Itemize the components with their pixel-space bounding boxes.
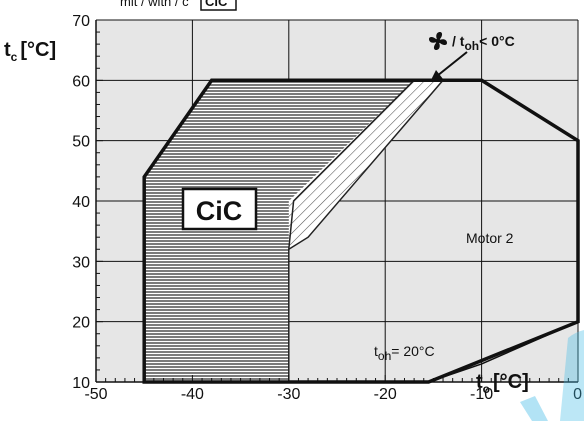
motor2-envelope xyxy=(142,78,580,384)
y-axis-label: tc [°C] xyxy=(4,39,56,64)
fan-annotation-arrow xyxy=(430,51,468,82)
y-axis-label-unit: [°C] xyxy=(20,39,56,61)
top-note: mit / with / c xyxy=(120,0,189,9)
x-axis-label: to [°C] xyxy=(476,371,529,396)
top-note-badge: CiC xyxy=(205,0,228,9)
cic-label: CiC xyxy=(196,196,243,226)
y-tick-label-4: 50 xyxy=(72,134,90,151)
cic-inner-boundary xyxy=(288,79,415,382)
toh20-boundary xyxy=(428,321,579,383)
y-tick-labels: 10 20 30 40 50 60 70 xyxy=(72,13,90,392)
fan-icon xyxy=(429,32,447,50)
fan-annotation-sub: oh xyxy=(464,39,479,53)
fan-region xyxy=(288,80,443,250)
x-tick-label-1: -40 xyxy=(181,386,204,403)
x-tick-label-3: -20 xyxy=(374,386,397,403)
toh20-label-rest: = 20°C xyxy=(391,343,434,359)
x-axis-label-unit: [°C] xyxy=(493,371,529,393)
y-tick-label-2: 30 xyxy=(72,254,90,271)
y-axis-label-sub: c xyxy=(11,50,18,64)
cic-region xyxy=(144,80,415,383)
x-axis-label-sub: o xyxy=(483,382,490,396)
motor2-label: Motor 2 xyxy=(466,230,514,246)
y-tick-label-1: 20 xyxy=(72,315,90,332)
fan-annotation-rest: < 0°C xyxy=(479,33,515,49)
watermark-arc xyxy=(560,330,584,421)
watermark-mark xyxy=(520,396,548,421)
x-tick-label-0: -50 xyxy=(84,386,107,403)
axes xyxy=(95,19,579,383)
y-tick-label-3: 40 xyxy=(72,194,90,211)
y-tick-label-6: 70 xyxy=(72,13,90,30)
y-tick-label-0: 10 xyxy=(72,375,90,392)
fan-inner-boundary xyxy=(288,79,444,250)
x-tick-label-4: -10 xyxy=(470,386,493,403)
top-note-badge-box xyxy=(200,0,237,11)
toh20-label-sub: oh xyxy=(378,349,391,363)
cic-label-box xyxy=(181,187,258,231)
x-tick-label-2: -30 xyxy=(277,386,300,403)
x-tick-labels: -50 -40 -30 -20 -10 0 xyxy=(84,386,582,403)
toh20-label: toh= 20°C xyxy=(374,343,435,363)
y-tick-label-5: 60 xyxy=(72,73,90,90)
fan-annotation-text: / toh< 0°C xyxy=(452,33,515,53)
x-tick-label-5: 0 xyxy=(573,386,582,403)
